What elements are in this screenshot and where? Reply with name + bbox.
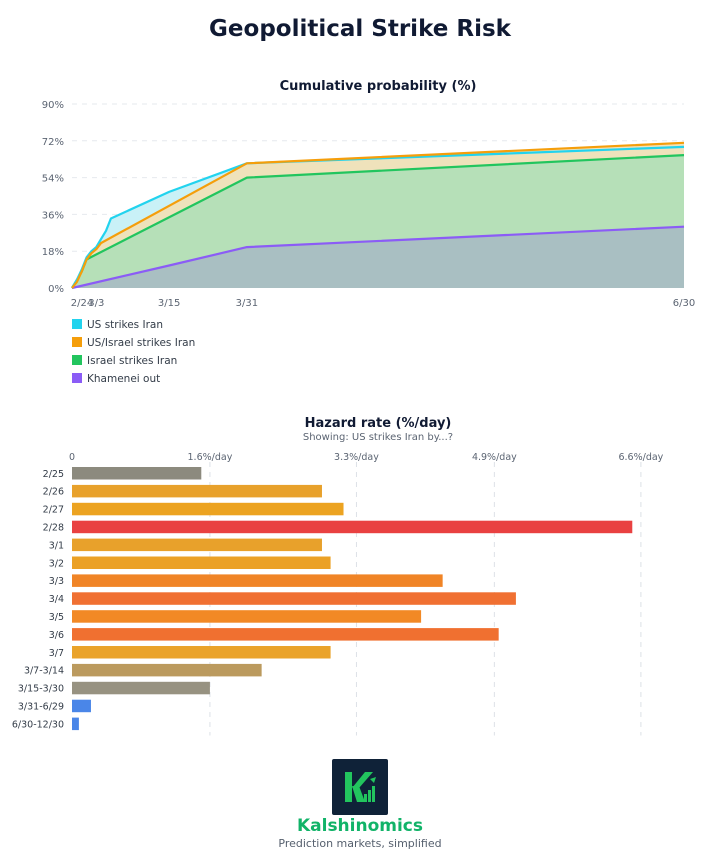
hazard-bar (72, 502, 344, 516)
y-tick-label: 18% (42, 247, 64, 258)
hazard-bar (72, 467, 202, 480)
hazard-bar (72, 556, 331, 569)
x-tick-label: 3/3 (88, 298, 104, 309)
hazard-category-label: 3/1 (49, 540, 64, 551)
hazard-category-label: 3/15-3/30 (18, 684, 64, 695)
x-tick-label: 3/15 (158, 298, 180, 309)
hazard-category-label: 6/30-12/30 (12, 719, 64, 730)
hazard-bar (72, 681, 210, 695)
hazard-category-label: 3/31-6/29 (18, 701, 64, 712)
y-tick-label: 90% (42, 100, 64, 111)
brand-tagline: Prediction markets, simplified (278, 837, 442, 850)
x-tick-label: 3/31 (236, 298, 258, 309)
hazard-bar (72, 484, 322, 498)
hazard-bar (72, 628, 499, 641)
hazard-category-label: 2/28 (43, 522, 64, 533)
legend-swatch (72, 355, 82, 365)
brand-name: Kalshinomics (296, 816, 424, 836)
y-tick-label: 54% (42, 174, 64, 185)
hazard-x-tick-label: 4.9%/day (472, 452, 517, 463)
hazard-bar (72, 592, 516, 605)
hazard-bar (72, 520, 633, 534)
logo-k-icon (345, 772, 376, 802)
y-tick-label: 72% (42, 137, 64, 148)
hazard-x-tick-label: 6.6%/day (618, 452, 663, 463)
hazard-x-tick-label: 1.6%/day (188, 452, 233, 463)
hazard-category-label: 3/7 (49, 648, 64, 659)
legend-swatch (72, 319, 82, 329)
area-khamenei-out (72, 226, 684, 288)
hazard-category-label: 3/4 (49, 594, 64, 605)
legend-label: US strikes Iran (87, 319, 163, 331)
x-tick-label: 2/24 (71, 298, 93, 309)
hazard-category-label: 3/2 (49, 558, 64, 569)
kalshinomics-logo (332, 759, 388, 815)
x-tick-label: 6/30 (673, 298, 695, 309)
legend-label: US/Israel strikes Iran (87, 337, 195, 349)
legend-swatch (72, 337, 82, 347)
line-khamenei-out (71, 225, 685, 290)
legend-label: Israel strikes Iran (87, 355, 177, 367)
hazard-bar (72, 699, 91, 713)
hazard-category-label: 2/26 (43, 487, 64, 498)
hazard-category-label: 2/27 (43, 505, 64, 516)
y-tick-label: 0% (48, 284, 64, 295)
legend-swatch (72, 373, 82, 383)
hazard-bar (72, 574, 443, 587)
hazard-bar (72, 663, 262, 677)
hazard-chart-title: Hazard rate (%/day) (305, 416, 452, 431)
legend-label: Khamenei out (87, 373, 160, 385)
line-us-israel-strikes-iran (71, 141, 685, 289)
hazard-category-label: 3/6 (49, 630, 64, 641)
hazard-chart-subtitle: Showing: US strikes Iran by...? (303, 432, 453, 443)
hazard-x-tick-label: 0 (69, 452, 75, 463)
hazard-category-label: 3/7-3/14 (24, 666, 64, 677)
hazard-bar (72, 610, 422, 623)
hazard-bar (72, 717, 79, 731)
y-tick-label: 36% (42, 210, 64, 221)
hazard-x-tick-label: 3.3%/day (334, 452, 379, 463)
hazard-category-label: 3/3 (49, 576, 64, 587)
hazard-category-label: 2/25 (43, 469, 64, 480)
cumulative-chart-title: Cumulative probability (%) (280, 79, 477, 94)
hazard-category-label: 3/5 (49, 612, 64, 623)
page-title: Geopolitical Strike Risk (209, 16, 511, 42)
hazard-bar (72, 646, 331, 659)
hazard-bar (72, 538, 322, 552)
